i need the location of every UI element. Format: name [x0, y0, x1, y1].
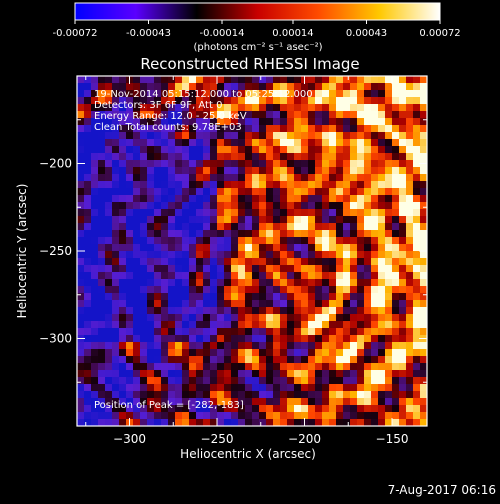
- y-tick-label: −300: [39, 332, 72, 346]
- x-tick-label: −300: [113, 432, 146, 446]
- colorbar-unit: (photons cm⁻² s⁻¹ asec⁻²): [193, 42, 322, 53]
- y-tick-label: −200: [39, 157, 72, 171]
- colorbar-tick-label: 0.00043: [346, 28, 387, 39]
- y-tick-label: −250: [39, 244, 72, 258]
- footer-date: 7-Aug-2017 06:16: [387, 483, 496, 497]
- x-tick-label: −250: [201, 432, 234, 446]
- annotation-block: 19-Nov-2014 05:15:12.000 to 05:25:12.000…: [94, 89, 313, 133]
- y-axis-label: Heliocentric Y (arcsec): [15, 184, 29, 319]
- colorbar: -0.00072 -0.00043 -0.00014 0.00014 0.00043 0.…: [53, 2, 461, 53]
- heatmap-image: [77, 76, 427, 426]
- annotation-clean-counts: Clean Total counts: 9.78E+03: [94, 122, 242, 133]
- annotation-detectors: Detectors: 3F 6F 9F, Att 0: [94, 100, 222, 111]
- chart-title: Reconstructed RHESSI Image: [140, 55, 359, 73]
- colorbar-ticks: -0.00072 -0.00043 -0.00014 0.00014 0.00043 0.…: [53, 20, 461, 39]
- colorbar-tick-label: -0.00014: [200, 28, 245, 39]
- x-tick-label: −150: [376, 432, 409, 446]
- peak-position-label: Position of Peak = [-282,-183]: [94, 400, 244, 411]
- x-tick-label: −200: [288, 432, 321, 446]
- colorbar-tick-label: 0.00072: [419, 28, 460, 39]
- colorbar-tick-label: 0.00014: [272, 28, 313, 39]
- colorbar-tick-label: -0.00043: [126, 28, 171, 39]
- axis-ticks: −300 −250 −200 −150 −200 −250 −300: [39, 75, 427, 446]
- annotation-time-range: 19-Nov-2014 05:15:12.000 to 05:25:12.000: [94, 89, 313, 100]
- colorbar-tick-label: -0.00072: [53, 28, 98, 39]
- x-axis-label: Heliocentric X (arcsec): [180, 447, 316, 461]
- annotation-energy-range: Energy Range: 12.0 - 25.0 keV: [94, 111, 247, 122]
- colorbar-gradient: [74, 2, 441, 21]
